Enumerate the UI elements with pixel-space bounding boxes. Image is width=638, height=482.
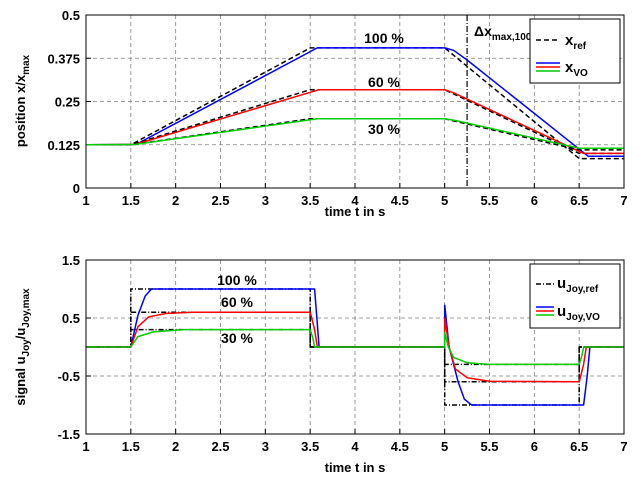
annotation-60-bottom: 60 % — [221, 294, 253, 310]
ytick-labels-top: 0 0.125 0.25 0.375 0.5 — [47, 8, 80, 196]
y-tick-label: -1.5 — [58, 427, 80, 442]
x-tick-label: 7 — [620, 193, 627, 208]
xlabel-top: time t in s — [325, 204, 386, 219]
x-tick-label: 5.5 — [480, 193, 498, 208]
x-tick-label: 2 — [172, 439, 179, 454]
annotation-60-top: 60 % — [368, 74, 400, 90]
legend-xref-sub: ref — [573, 41, 586, 52]
ylabel-bottom-mid: /u — [13, 328, 28, 340]
annotation-delta: Δxmax,100 — [474, 23, 532, 43]
ylabel-top-sub: max — [21, 54, 32, 74]
x-tick-label: 3.5 — [301, 439, 319, 454]
ylabel-top: position x/xmax — [13, 54, 32, 147]
legend-box-bottom — [529, 263, 621, 329]
y-tick-label: 0.125 — [47, 138, 80, 153]
legend-entry-uref: uJoy,ref — [557, 275, 599, 295]
x-tick-label: 5 — [441, 439, 448, 454]
legend-uref-main: u — [557, 275, 566, 292]
y-tick-label: 1.5 — [62, 253, 80, 268]
position-chart: 1 1.5 2 2.5 3 3.5 4 4.5 5 5.5 6 6.5 7 0 0.125 0.25 0.37… — [13, 8, 628, 219]
y-tick-label: -0.5 — [58, 369, 80, 384]
ytick-labels-bottom: -1.5 -0.5 0.5 1.5 — [58, 253, 80, 442]
legend-uvo-sub: Joy,VO — [566, 312, 600, 323]
signal-chart: 1 1.5 2 2.5 3 3.5 4 4.5 5 5.5 6 6.5 7 -1.5 -0.5 0.5 1.5… — [13, 253, 628, 475]
x-tick-label: 5 — [441, 193, 448, 208]
series-top — [85, 47, 624, 160]
legend-entry-uvo: uJoy,VO — [557, 303, 600, 323]
x-tick-label: 2 — [172, 193, 179, 208]
legend-uref-sub: Joy,ref — [566, 284, 599, 295]
x-tick-label: 1 — [82, 439, 89, 454]
legend-entry-xvo: xVO — [565, 59, 588, 79]
ylabel-bottom: signal uJoy/uJoy,max — [13, 288, 32, 406]
x-tick-label: 3.5 — [301, 193, 319, 208]
ylabel-bottom-sub2: Joy,max — [21, 288, 32, 328]
series-line-3 — [86, 328, 624, 366]
x-tick-label: 1 — [82, 193, 89, 208]
x-tick-label: 5.5 — [480, 439, 498, 454]
xlabel-bottom: time t in s — [325, 460, 386, 475]
x-tick-label: 6.5 — [570, 193, 588, 208]
annotation-100-top: 100 % — [364, 30, 404, 46]
y-tick-label: 0.5 — [62, 8, 80, 23]
x-tick-label: 3 — [262, 193, 269, 208]
legend-xvo-sub: VO — [573, 68, 588, 79]
y-tick-label: 0.375 — [47, 51, 80, 66]
annotation-100-bottom: 100 % — [217, 272, 257, 288]
x-tick-label: 4 — [351, 439, 359, 454]
legend-xref-main: x — [565, 32, 574, 49]
x-tick-label: 1.5 — [122, 439, 140, 454]
xtick-labels-bottom: 1 1.5 2 2.5 3 3.5 4 4.5 5 5.5 6 6.5 7 — [82, 439, 627, 454]
x-tick-label: 4.5 — [391, 193, 409, 208]
legend-bottom: uJoy,ref uJoy,VO — [529, 263, 621, 329]
annotation-delta-main: Δx — [474, 23, 492, 39]
x-tick-label: 6 — [531, 193, 538, 208]
series-bottom — [86, 288, 624, 406]
ylabel-top-main: position x/x — [13, 74, 28, 147]
x-tick-label: 2.5 — [211, 439, 229, 454]
ylabel-bottom-sub1: Joy — [21, 339, 32, 357]
legend-uvo-main: u — [557, 303, 566, 320]
series-line-6 — [85, 118, 624, 149]
y-tick-label: 0.25 — [55, 95, 80, 110]
annotation-30-bottom: 30 % — [221, 330, 253, 346]
x-tick-label: 6 — [531, 439, 538, 454]
series-line-5 — [86, 118, 624, 151]
series-line-2 — [85, 47, 624, 157]
legend-top: xref xVO — [529, 18, 621, 84]
x-tick-label: 4 — [351, 193, 359, 208]
x-tick-label: 6.5 — [570, 439, 588, 454]
y-tick-label: 0.5 — [62, 311, 80, 326]
axes-box-bottom — [85, 259, 625, 435]
ylabel-bottom-main: signal u — [13, 356, 28, 405]
x-tick-label: 7 — [620, 439, 627, 454]
legend-xvo-main: x — [565, 59, 574, 76]
legend-box-top — [529, 18, 621, 84]
annotation-30-top: 30 % — [368, 121, 400, 137]
xtick-labels-top: 1 1.5 2 2.5 3 3.5 4 4.5 5 5.5 6 6.5 7 — [82, 193, 627, 208]
x-tick-label: 1.5 — [122, 193, 140, 208]
axes-box-top — [85, 14, 625, 189]
x-tick-label: 4.5 — [391, 439, 409, 454]
y-tick-label: 0 — [73, 181, 80, 196]
legend-entry-xref: xref — [565, 32, 587, 52]
annotation-delta-sub: max,100 — [492, 32, 532, 43]
x-tick-label: 3 — [262, 439, 269, 454]
series-line-6 — [86, 328, 624, 366]
x-tick-label: 2.5 — [211, 193, 229, 208]
